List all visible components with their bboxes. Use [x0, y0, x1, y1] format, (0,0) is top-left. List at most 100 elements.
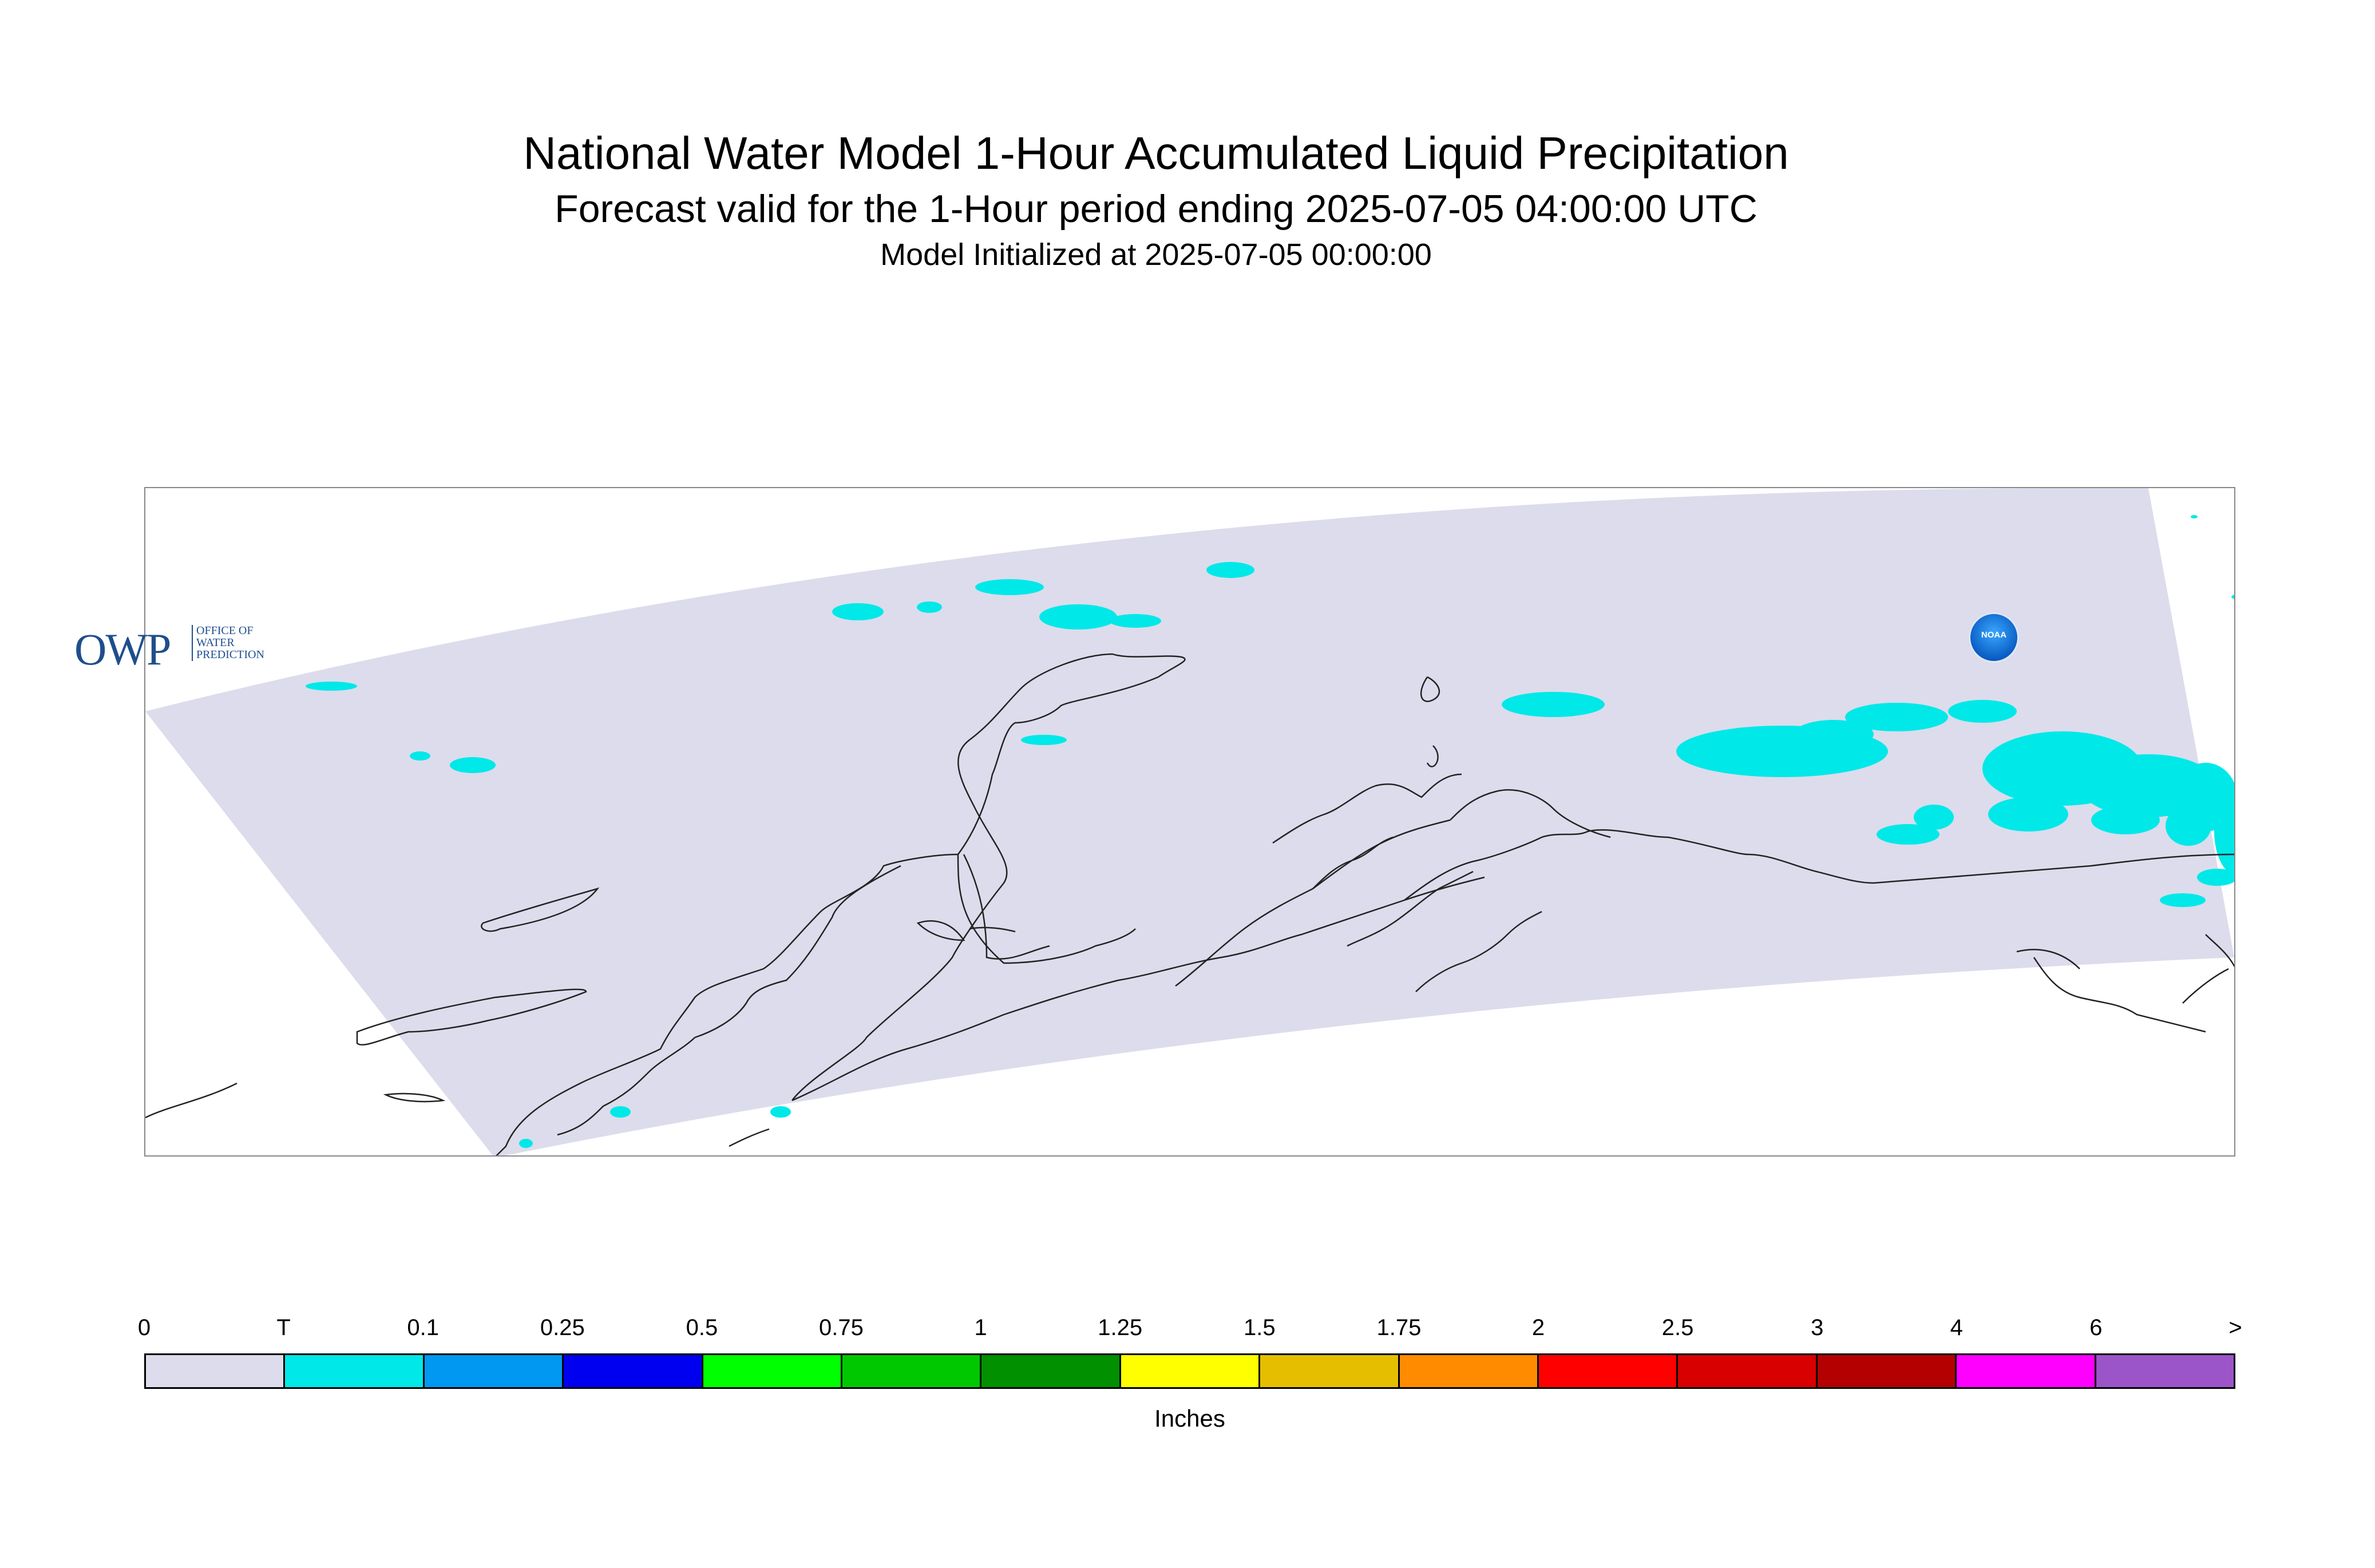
coastline — [916, 920, 965, 941]
map-title: National Water Model 1-Hour Accumulated … — [523, 128, 1789, 179]
legend-tick-label: 4 — [1950, 1315, 1963, 1340]
coastline — [1415, 910, 1542, 992]
legend-swatch — [146, 1355, 286, 1387]
precip-patch — [2234, 817, 2235, 869]
legend-tick-label: 1.5 — [1243, 1315, 1276, 1340]
legend-tick-label: 1.75 — [1376, 1315, 1422, 1340]
coastline — [1450, 789, 1611, 838]
owp-sub-line: PREDICTION — [196, 648, 264, 661]
owp-sub-line: OFFICE OF — [196, 624, 254, 637]
coastline — [2033, 957, 2206, 1033]
precip-patch — [410, 751, 430, 761]
coastline — [356, 988, 587, 1046]
precip-patch — [1039, 604, 1117, 629]
legend-swatch — [564, 1355, 703, 1387]
legend-tick-label: 2.5 — [1661, 1315, 1694, 1340]
legend-tick-label: 0 — [137, 1315, 151, 1340]
noaa-logo: NOAA — [1969, 612, 2019, 663]
coastline — [791, 653, 1186, 1101]
coastline — [969, 926, 1016, 933]
coastline — [2016, 949, 2080, 969]
legend-swatch — [1817, 1355, 1957, 1387]
coastline — [1404, 829, 2234, 901]
owp-logo-subtext: OFFICE OF WATER PREDICTION — [192, 625, 264, 661]
precip-patch — [1794, 720, 1874, 749]
legend-swatch — [1399, 1355, 1539, 1387]
legend-swatch — [1957, 1355, 2096, 1387]
precip-patch — [1502, 692, 1605, 717]
coastline — [481, 887, 600, 932]
legend-units: Inches — [1154, 1405, 1225, 1432]
legend-swatch — [424, 1355, 564, 1387]
legend-tick-label: 2 — [1531, 1315, 1545, 1340]
legend-tick-label: 0.1 — [407, 1315, 439, 1340]
precip-patch — [2080, 740, 2125, 763]
legend-tick-label: 0.25 — [540, 1315, 585, 1340]
precip-patch — [450, 757, 496, 773]
map-canvas — [145, 488, 2235, 1155]
legend-tick-label: 1.25 — [1098, 1315, 1143, 1340]
coastline — [496, 853, 959, 1155]
coastline — [557, 1037, 695, 1136]
precip-patch — [1021, 735, 1067, 745]
legend-swatch — [1121, 1355, 1261, 1387]
legend-tick-label: 0.75 — [819, 1315, 864, 1340]
legend-swatch — [1260, 1355, 1400, 1387]
precip-patch — [1110, 614, 1161, 628]
precip-patch — [917, 601, 942, 613]
precip-patch — [2114, 763, 2171, 797]
precipitation-map — [144, 487, 2235, 1157]
legend-swatch — [1539, 1355, 1679, 1387]
coastline — [1420, 676, 1440, 702]
coastlines — [145, 653, 2234, 1155]
precip-patch — [2166, 806, 2211, 846]
map-subtitle: Forecast valid for the 1-Hour period end… — [555, 187, 1758, 231]
coastline — [1312, 836, 1394, 889]
legend-tick-label: T — [276, 1315, 291, 1340]
coastline — [2182, 968, 2229, 1004]
precip-patch — [1845, 703, 1948, 731]
precip-patch — [1877, 824, 1939, 845]
precipitation-areas — [306, 515, 2235, 1148]
coastline — [383, 1092, 446, 1103]
precip-patch — [2160, 893, 2206, 907]
color-legend — [144, 1353, 2235, 1389]
legend-swatch — [981, 1355, 1121, 1387]
coastline — [2205, 934, 2234, 968]
model-domain — [145, 488, 2234, 1155]
legend-swatch — [285, 1355, 425, 1387]
model-init-text: Model Initialized at 2025-07-05 00:00:00 — [880, 237, 1432, 272]
precip-patch — [975, 579, 1044, 595]
precip-patch — [2091, 806, 2160, 834]
coastline — [791, 876, 1485, 1102]
owp-logo-text: OWP — [74, 624, 171, 674]
precip-patch — [2191, 515, 2198, 518]
coastline — [729, 1128, 770, 1147]
owp-sub-line: WATER — [196, 636, 235, 649]
precip-patch — [610, 1106, 631, 1118]
precip-patch — [2231, 595, 2234, 599]
legend-swatch — [703, 1355, 843, 1387]
coastline — [694, 865, 901, 1039]
precip-patch — [1948, 700, 2017, 723]
legend-swatch — [1678, 1355, 1818, 1387]
legend-tick-labels: 0 T 0.1 0.25 0.5 0.75 1 1.25 1.5 1.75 2 2.5 3 4 6 > — [138, 1315, 2242, 1344]
coastline — [963, 854, 1050, 960]
legend-tick-label: 6 — [2089, 1315, 2103, 1340]
precip-patch — [1206, 562, 1254, 578]
coastline — [1426, 745, 1439, 767]
legend-swatch — [2096, 1355, 2234, 1387]
legend-tick-label: 3 — [1811, 1315, 1824, 1340]
legend-tick-label: > — [2228, 1315, 2242, 1340]
precip-patch — [770, 1106, 791, 1118]
coastline — [145, 1082, 238, 1119]
coastline — [1347, 870, 1474, 947]
precip-patch — [832, 603, 884, 620]
legend-tick-label: 0.5 — [686, 1315, 718, 1340]
precip-patch — [1914, 805, 1954, 830]
precip-patch — [2197, 869, 2234, 886]
coastline — [1272, 773, 1462, 844]
precip-patch — [1988, 797, 2068, 831]
noaa-logo-text: NOAA — [1981, 630, 2007, 640]
legend-tick-label: 1 — [974, 1315, 987, 1340]
